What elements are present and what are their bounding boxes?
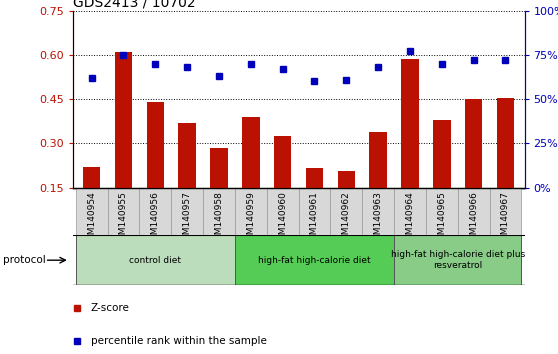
Text: GSM140963: GSM140963 (374, 191, 383, 246)
Bar (497, 98, 514, 232)
Text: GSM140959: GSM140959 (246, 191, 256, 246)
Text: GSM140956: GSM140956 (151, 191, 160, 246)
Text: GSM140964: GSM140964 (406, 191, 415, 246)
Text: GDS2413 / 10702: GDS2413 / 10702 (73, 0, 195, 10)
Bar (210, 148, 228, 232)
Text: GSM140966: GSM140966 (469, 191, 478, 246)
Bar (330, 188, 362, 235)
Bar (76, 188, 108, 235)
Text: GSM140960: GSM140960 (278, 191, 287, 246)
Bar (465, 99, 482, 232)
Text: control diet: control diet (129, 256, 181, 265)
Text: protocol: protocol (3, 255, 46, 265)
Bar (458, 188, 489, 235)
Bar (171, 188, 203, 235)
Bar (147, 102, 164, 232)
Bar (235, 235, 394, 285)
Bar (394, 188, 426, 235)
Bar (108, 188, 140, 235)
Text: GSM140958: GSM140958 (214, 191, 223, 246)
Bar (338, 171, 355, 232)
Bar (306, 169, 323, 232)
Bar (426, 188, 458, 235)
Text: GSM140955: GSM140955 (119, 191, 128, 246)
Bar (267, 188, 299, 235)
Text: percentile rank within the sample: percentile rank within the sample (90, 336, 267, 346)
Bar (203, 188, 235, 235)
Text: GSM140965: GSM140965 (437, 191, 446, 246)
Text: GSM140967: GSM140967 (501, 191, 510, 246)
Text: high-fat high-calorie diet plus
resveratrol: high-fat high-calorie diet plus resverat… (391, 251, 525, 270)
Text: GSM140957: GSM140957 (182, 191, 191, 246)
Bar (115, 52, 132, 232)
Bar (369, 132, 387, 232)
Bar (274, 136, 291, 232)
Bar (76, 235, 235, 285)
Text: GSM140961: GSM140961 (310, 191, 319, 246)
Text: GSM140954: GSM140954 (87, 191, 96, 246)
Bar (242, 117, 259, 232)
Bar (394, 235, 521, 285)
Bar (83, 167, 100, 232)
Text: high-fat high-calorie diet: high-fat high-calorie diet (258, 256, 371, 265)
Bar (235, 188, 267, 235)
Bar (362, 188, 394, 235)
Bar (433, 120, 450, 232)
Bar (489, 188, 521, 235)
Text: GSM140962: GSM140962 (341, 191, 351, 246)
Bar (140, 188, 171, 235)
Bar (299, 188, 330, 235)
Text: Z-score: Z-score (90, 303, 129, 313)
Bar (179, 123, 196, 232)
Bar (401, 59, 418, 232)
